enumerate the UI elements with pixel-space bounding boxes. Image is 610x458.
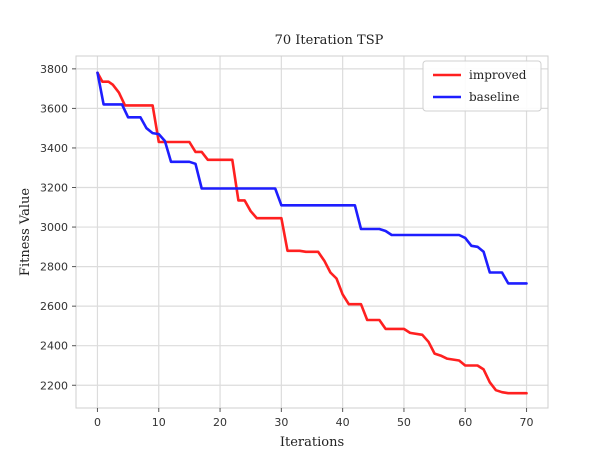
x-tick-label: 50 xyxy=(397,416,411,429)
legend-box xyxy=(422,60,542,112)
series-layer xyxy=(96,71,528,395)
y-tick-label: 3200 xyxy=(40,182,68,195)
series-line-baseline xyxy=(96,71,528,285)
series-line-improved xyxy=(96,71,528,395)
y-tick-label: 3000 xyxy=(40,221,68,234)
legend-label-baseline: baseline xyxy=(469,90,520,104)
x-tick-label: 70 xyxy=(520,416,534,429)
plot-frame xyxy=(75,55,549,409)
y-axis-label: Fitness Value xyxy=(18,188,33,276)
x-tick-label: 40 xyxy=(336,416,350,429)
y-tick-label: 2600 xyxy=(40,300,68,313)
x-tick-label: 20 xyxy=(213,416,227,429)
x-tick-label: 60 xyxy=(458,416,472,429)
y-tick-label: 2200 xyxy=(40,379,68,392)
y-tick-label: 2400 xyxy=(40,340,68,353)
legend-label-improved: improved xyxy=(469,68,527,82)
y-tick-label: 3400 xyxy=(40,142,68,155)
x-tick-label: 10 xyxy=(152,416,166,429)
x-tick-label: 0 xyxy=(94,416,101,429)
y-tick-label: 3800 xyxy=(40,63,68,76)
legend: improved baseline xyxy=(422,60,542,112)
x-tick-label: 30 xyxy=(274,416,288,429)
y-tick-label: 3600 xyxy=(40,102,68,115)
y-tick-label: 2800 xyxy=(40,261,68,274)
chart-title: 70 Iteration TSP xyxy=(275,33,384,48)
ticks-layer: 0 10 20 30 40 50 60 70 2200 2400 2600 2800 3000 3200 3… xyxy=(40,63,534,429)
axes-frame xyxy=(75,55,549,409)
x-axis-label: Iterations xyxy=(280,435,344,450)
